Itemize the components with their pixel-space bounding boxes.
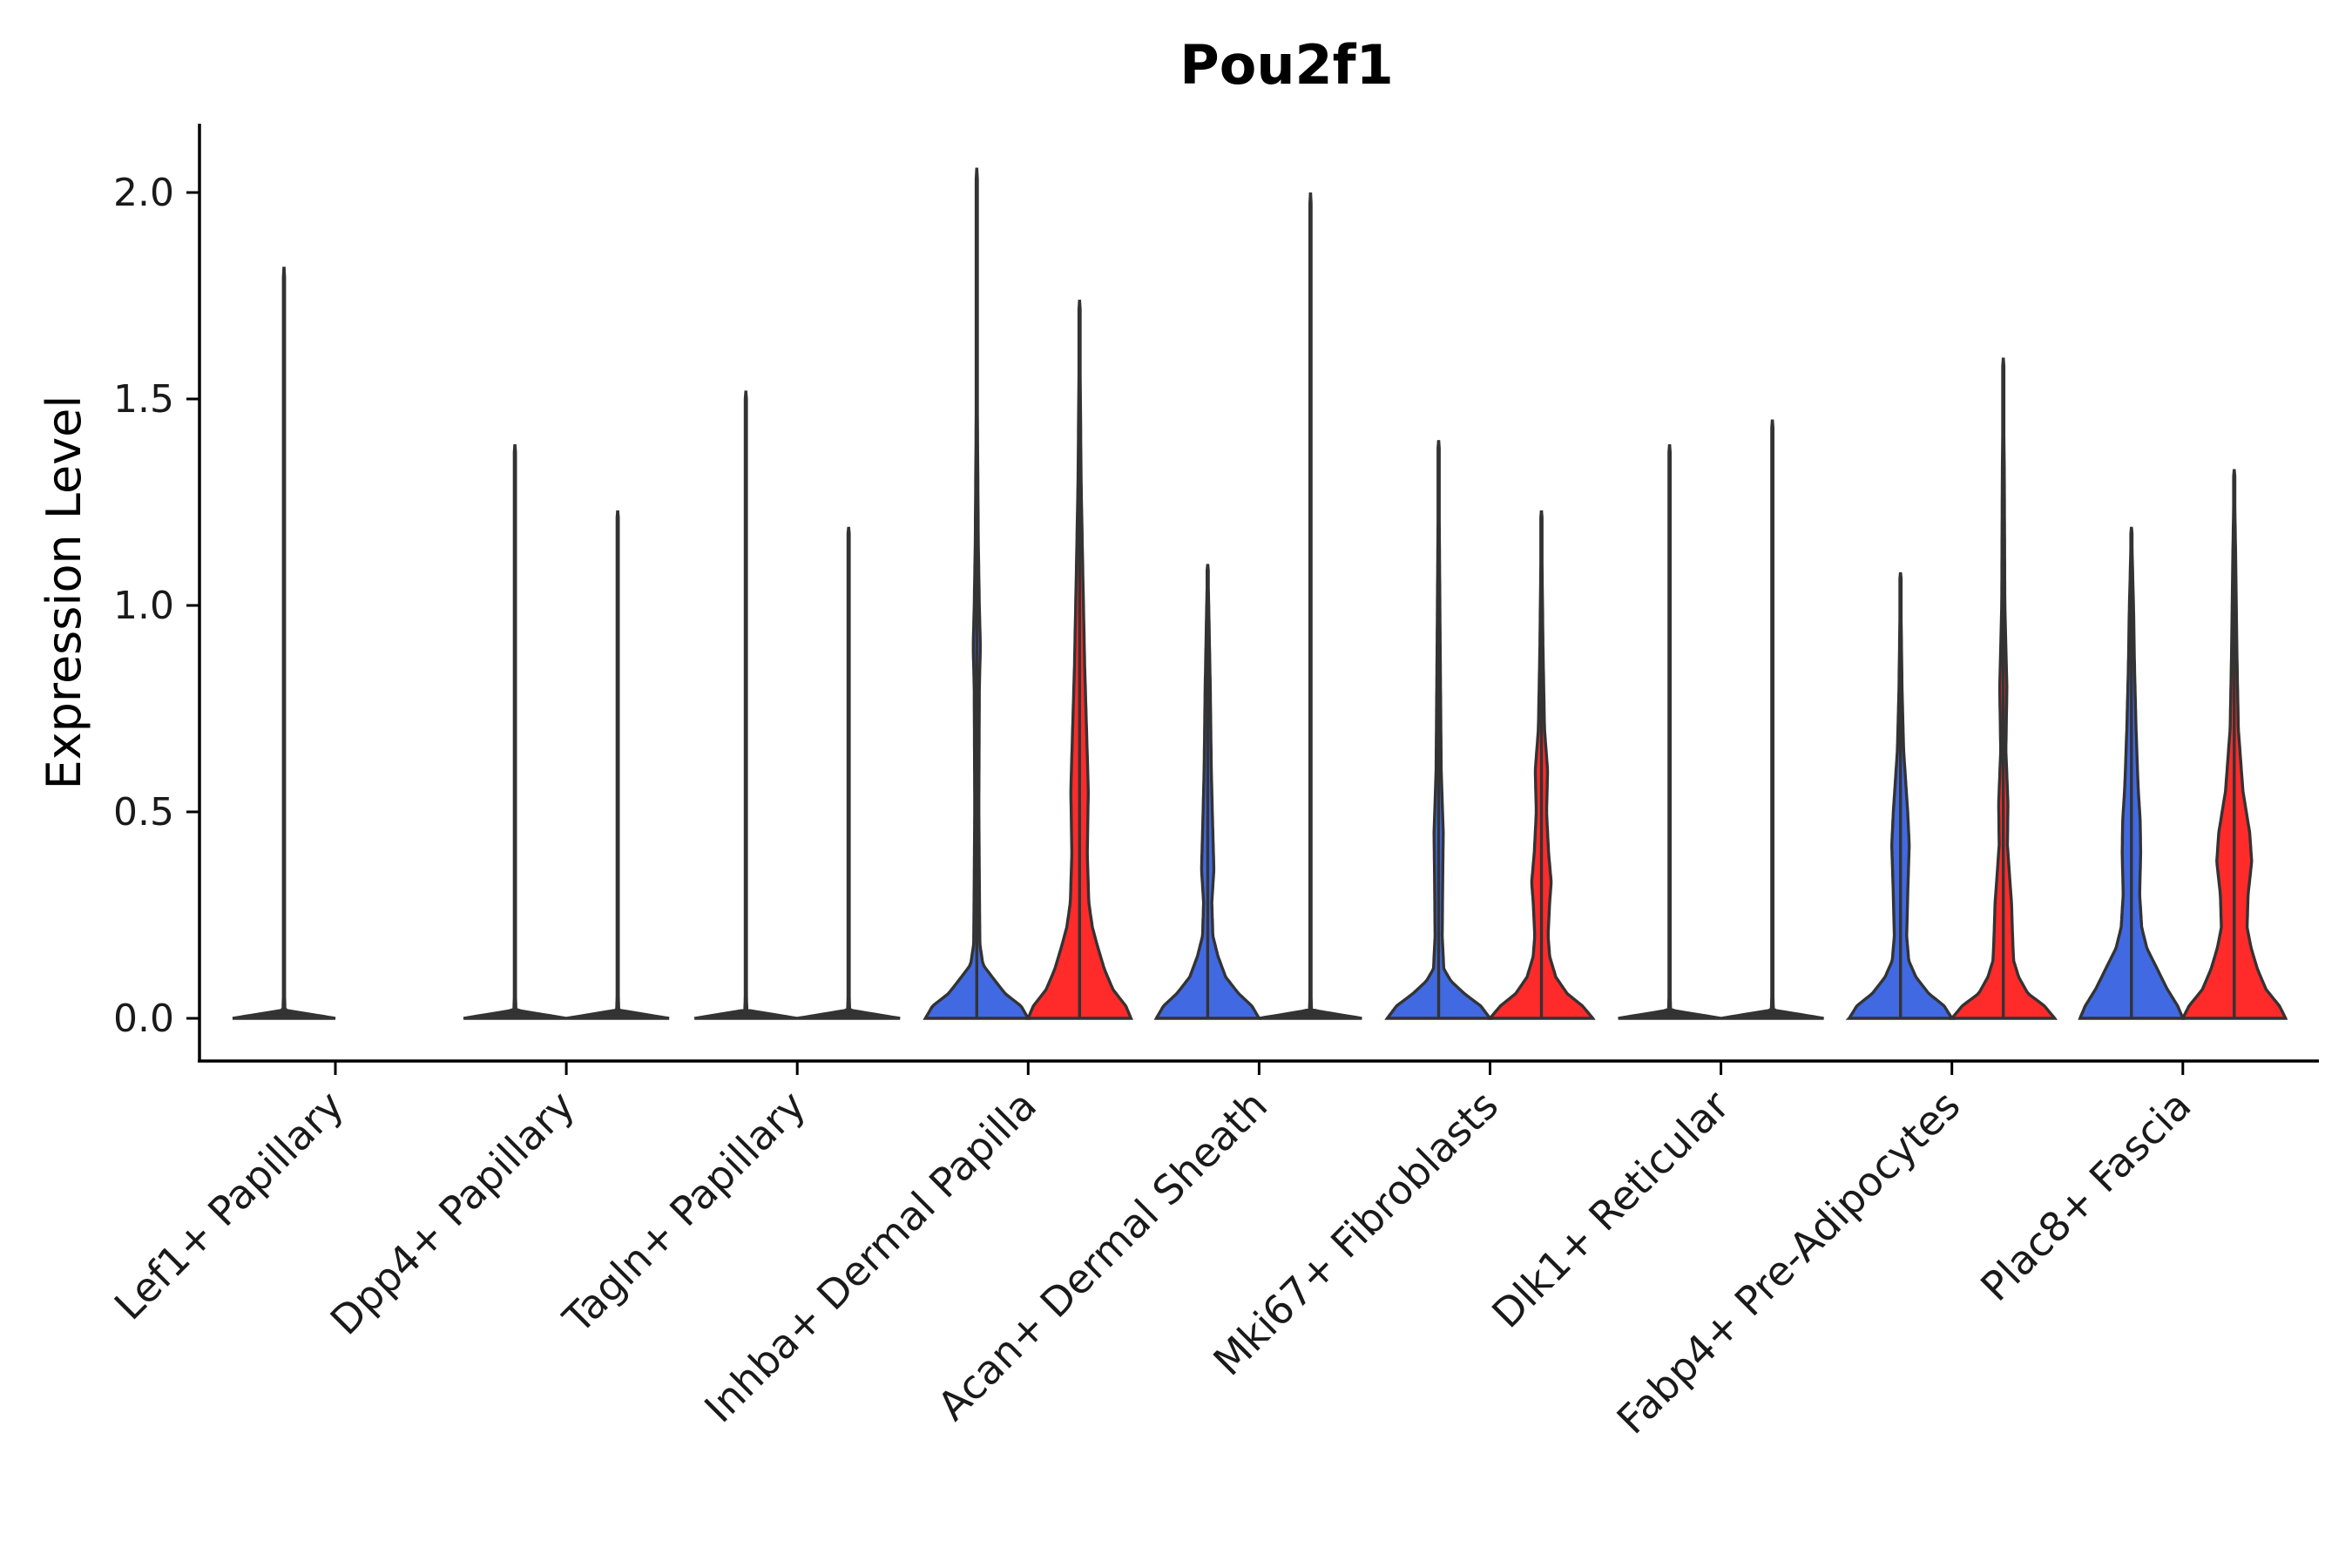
x-tick-label: Tagln+ Papillary bbox=[553, 1082, 814, 1343]
y-tick-label: 0.5 bbox=[113, 790, 174, 835]
y-ticks-group: 0.0 0.5 1.0 1.5 2.0 bbox=[113, 171, 199, 1041]
x-tick-label: Lef1+ Papillary bbox=[105, 1082, 353, 1329]
y-tick-label: 0.0 bbox=[113, 997, 174, 1041]
y-axis-label: Expression Level bbox=[37, 395, 91, 790]
chart-title: Pou2f1 bbox=[1179, 33, 1393, 97]
x-tick-label: Plac8+ Fascia bbox=[1971, 1082, 2200, 1310]
y-tick-label: 1.0 bbox=[113, 584, 174, 628]
x-tick-label: Dlk1+ Reticular bbox=[1483, 1082, 1738, 1337]
violins-group bbox=[232, 167, 2288, 1020]
x-tick-label: Dpp4+ Papillary bbox=[321, 1082, 584, 1344]
y-tick-label: 1.5 bbox=[113, 377, 174, 422]
y-tick-label: 2.0 bbox=[113, 171, 174, 215]
